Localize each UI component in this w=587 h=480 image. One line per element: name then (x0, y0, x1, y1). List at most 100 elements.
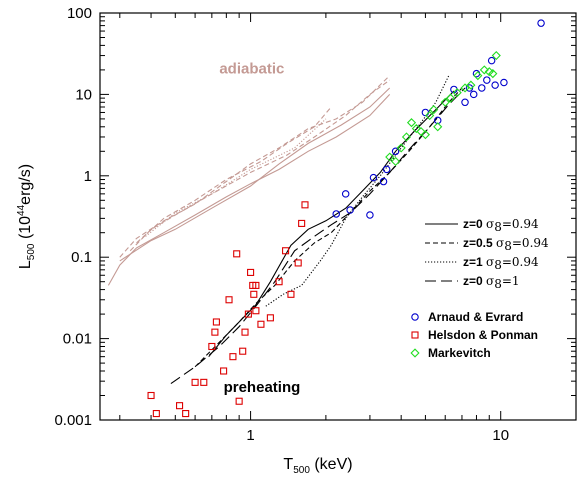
data-point-diamond-7 (420, 130, 430, 140)
legend-marker-circle (411, 313, 419, 321)
data-point-square-5 (191, 378, 199, 386)
data-point-circle-18 (491, 81, 499, 89)
data-point-square-8 (211, 328, 219, 336)
data-point-square-22 (252, 307, 260, 315)
legend-line-sigma-sub: 8 (504, 239, 512, 253)
y-tick-label-2: 0.1 (71, 249, 92, 266)
data-point-diamond-17 (479, 65, 489, 75)
x-axis-title: T500 (keV) (283, 456, 352, 475)
data-point-diamond-9 (429, 105, 439, 115)
data-point-square-21 (252, 281, 260, 289)
data-point-square-2 (168, 421, 174, 427)
x-axis-title-sub: 500 (293, 465, 310, 475)
data-point-diamond-8 (425, 110, 435, 121)
legend-marker-label-1: Helsdon & Ponman (428, 328, 538, 342)
data-point-square-18 (247, 268, 255, 276)
data-point-diamond-3 (401, 132, 412, 142)
legend-line-z: z=1 (463, 255, 486, 269)
legend-line-label-3: z=0 σ8=1 (463, 274, 520, 291)
data-point-circle-20 (537, 19, 545, 27)
legend-line-sigma: σ (496, 236, 504, 250)
annotations: adiabatic preheating (219, 61, 300, 397)
data-point-square-20 (250, 290, 258, 298)
x-tick-label-1: 10 (492, 427, 509, 444)
data-point-square-9 (212, 318, 220, 326)
data-point-square-29 (298, 219, 306, 227)
legend-line-sigma: σ (486, 274, 494, 288)
adiabatic-line-4 (136, 106, 332, 244)
data-point-square-16 (241, 328, 249, 336)
adiabatic-line-0 (107, 94, 391, 286)
data-point-square-25 (275, 278, 283, 286)
data-point-square-7 (208, 342, 216, 351)
legend-marker-label-0: Arnaud & Evrard (428, 310, 523, 324)
y-axis-title-tail: erg/s) (17, 164, 34, 205)
data-point-square-4 (182, 410, 190, 418)
data-point-diamond-10 (433, 122, 443, 132)
annotation-1: preheating (224, 379, 301, 396)
adiabatic-line-1 (119, 87, 391, 262)
y-axis-title-main: L (17, 260, 34, 269)
adiabatic-line-2 (119, 75, 391, 258)
adiabatic-line-5 (145, 118, 327, 237)
data-point-circle-15 (478, 84, 486, 92)
data-point-circle-19 (500, 78, 508, 87)
data-point-square-28 (294, 259, 302, 267)
data-point-diamond-11 (440, 97, 450, 107)
x-tick-label-0: 1 (246, 427, 254, 444)
annotation-0: adiabatic (219, 61, 284, 78)
legend-line-z: z=0 (463, 217, 486, 231)
data-point-square-23 (257, 320, 265, 328)
data-point-circle-5 (379, 177, 388, 186)
y-axis-title-mid: (10 (17, 216, 34, 244)
data-point-diamond-12 (445, 93, 456, 103)
plot-area (107, 19, 545, 427)
legend-line-sigma: σ (486, 255, 494, 269)
legend-line-label-0: z=0 σ8=0.94 (463, 217, 539, 234)
data-point-diamond-20 (491, 50, 501, 61)
data-point-square-10 (220, 367, 228, 375)
data-point-diamond-5 (411, 124, 421, 134)
data-point-circle-8 (421, 108, 430, 117)
legend-line-value: =0.94 (502, 255, 539, 269)
data-point-circle-4 (369, 173, 378, 182)
y-axis-title: L500 (1044erg/s) (16, 164, 37, 269)
data-point-circle-7 (391, 147, 400, 156)
data-point-square-30 (301, 201, 309, 209)
y-tick-label-5: 100 (67, 5, 92, 22)
data-point-square-0 (147, 391, 155, 400)
data-point-square-17 (244, 310, 252, 318)
data-point-circle-1 (341, 190, 350, 198)
legend-line-value: =0.94 (502, 217, 539, 231)
data-point-circle-2 (346, 206, 354, 214)
data-point-diamond-15 (466, 80, 476, 90)
data-point-circle-12 (465, 84, 474, 92)
x-axis-title-tail: (keV) (310, 456, 353, 473)
data-point-diamond-14 (460, 83, 470, 93)
data-point-square-1 (152, 410, 160, 418)
legend-line-value: =1 (502, 274, 520, 288)
data-point-circle-3 (366, 211, 374, 219)
legend-line-label-2: z=1 σ8=0.94 (463, 255, 539, 272)
legend-line-sigma-sub: 8 (494, 258, 502, 272)
y-tick-label-0: 0.001 (54, 412, 92, 429)
legend-line-z: z=0.5 (463, 236, 496, 250)
data-point-square-6 (200, 378, 208, 386)
data-point-circle-6 (382, 165, 391, 174)
y-tick-label-1: 0.01 (63, 331, 92, 348)
data-point-square-26 (282, 247, 290, 255)
data-point-square-3 (176, 402, 184, 410)
preheating-line-3 (170, 87, 466, 385)
data-point-diamond-4 (406, 118, 417, 128)
y-tick-label-3: 1 (84, 168, 92, 185)
legend-marker-square (411, 331, 419, 339)
data-point-square-13 (233, 250, 241, 258)
data-point-square-11 (225, 296, 233, 304)
axes-frame (99, 12, 577, 421)
data-point-circle-11 (461, 98, 469, 107)
data-point-square-12 (229, 353, 237, 361)
preheating-line-2 (265, 75, 450, 307)
legend-line-label-1: z=0.5 σ8=0.94 (463, 236, 549, 253)
